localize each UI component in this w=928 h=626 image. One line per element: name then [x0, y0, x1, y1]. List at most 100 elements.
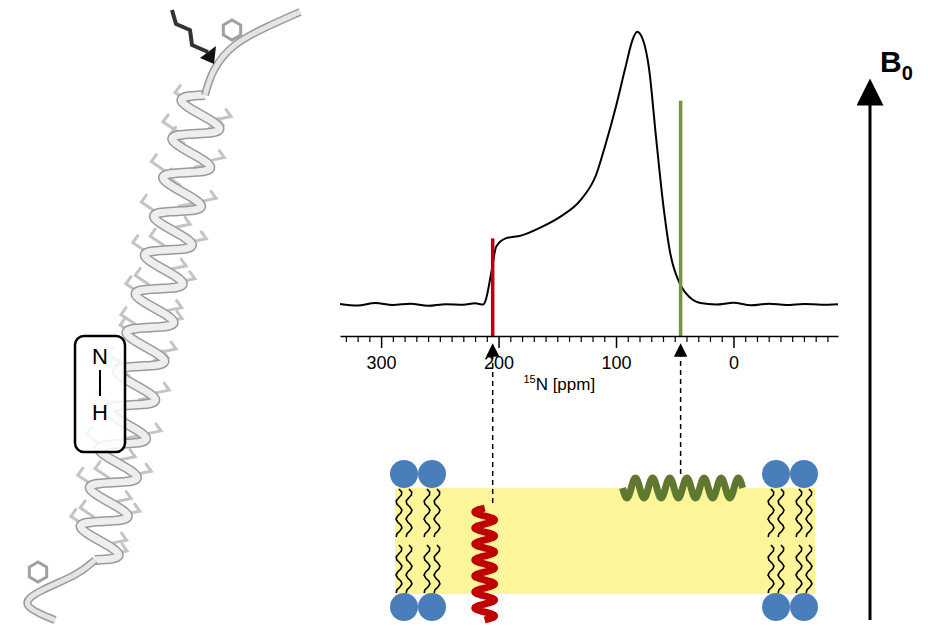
lipid-tail: [768, 545, 774, 593]
x-minor-tick: [346, 336, 347, 342]
x-tick-label: 100: [601, 353, 631, 373]
x-minor-tick: [569, 336, 570, 342]
x-minor-tick-mark: [522, 336, 523, 342]
x-axis-title-text: N [ppm]: [536, 375, 596, 394]
x-minor-tick: [393, 336, 394, 342]
lipid-tail: [796, 545, 802, 593]
x-tick-mark: [616, 336, 618, 348]
side-chain: [211, 151, 225, 161]
x-minor-tick-mark: [545, 336, 546, 342]
lipid-head: [790, 593, 818, 621]
transmembrane-helix: [475, 508, 495, 620]
x-minor-tick-mark: [534, 336, 535, 342]
x-minor-tick-mark: [592, 336, 593, 342]
x-minor-tick: [675, 336, 676, 342]
x-minor-tick-mark: [451, 336, 452, 342]
lipid-head: [762, 593, 790, 621]
side-chain: [172, 259, 186, 269]
helix-ribbon-outline: [81, 95, 220, 560]
x-minor-tick-mark: [440, 336, 441, 342]
lipid-tail: [396, 489, 402, 537]
x-minor-tick: [452, 336, 453, 342]
x-tick: 0: [729, 336, 739, 373]
x-tick-mark: [381, 336, 383, 348]
x-axis-line: [341, 336, 839, 338]
lipid-head: [418, 460, 446, 488]
x-tick: 100: [601, 336, 631, 373]
aromatic-ring: [29, 562, 46, 582]
x-minor-tick: [534, 336, 535, 342]
side-chain: [176, 217, 190, 227]
x-minor-tick-mark: [722, 336, 723, 342]
x-minor-tick-mark: [428, 336, 429, 342]
coil-outline: [205, 12, 300, 95]
field-arrow: [869, 92, 872, 620]
lipid-tail: [778, 489, 784, 537]
x-minor-tick: [745, 336, 746, 342]
x-minor-tick-mark: [651, 336, 652, 342]
lipid-head: [418, 593, 446, 621]
side-chain: [202, 191, 216, 201]
x-minor-tick: [792, 336, 793, 342]
x-minor-tick-mark: [710, 336, 711, 342]
x-axis-title-superscript: 15: [523, 373, 535, 385]
lipid-head: [390, 460, 418, 488]
x-minor-tick: [769, 336, 770, 342]
correlation-arrow: [680, 350, 682, 474]
x-axis: 3002001000: [341, 336, 839, 373]
orientation-marker: [491, 238, 495, 336]
lipid-tail: [434, 545, 440, 593]
x-tick-mark: [498, 336, 500, 348]
x-minor-tick: [827, 336, 828, 342]
x-minor-tick-mark: [804, 336, 805, 342]
x-tick-label: 0: [729, 353, 739, 373]
lipid-tail: [406, 489, 412, 537]
x-minor-tick-mark: [358, 336, 359, 342]
x-minor-tick-mark: [827, 336, 828, 342]
lipid-tail: [806, 545, 812, 593]
x-tick-mark: [733, 336, 735, 348]
field-subscript: 0: [902, 62, 913, 84]
x-minor-tick: [628, 336, 629, 342]
dark-segment: [200, 46, 216, 64]
x-minor-tick: [663, 336, 664, 342]
x-minor-tick: [780, 336, 781, 342]
atom-label: H: [92, 400, 108, 425]
side-chain: [150, 229, 164, 245]
side-chain: [162, 342, 176, 352]
x-minor-tick-mark: [475, 336, 476, 342]
x-tick-label: 200: [484, 353, 514, 373]
x-minor-tick-mark: [569, 336, 570, 342]
x-minor-tick-mark: [780, 336, 781, 342]
side-chain: [168, 301, 182, 311]
x-axis-title: 15N [ppm]: [523, 373, 595, 394]
x-minor-tick-mark: [346, 336, 347, 342]
x-minor-tick: [546, 336, 547, 342]
lipid-tail: [424, 489, 430, 537]
x-minor-tick: [710, 336, 711, 342]
atom-label: N: [92, 344, 108, 369]
lipid-tail: [806, 489, 812, 537]
x-minor-ticks: [346, 336, 828, 342]
field-symbol: B: [880, 45, 902, 78]
lipid-tail: [424, 545, 430, 593]
x-minor-tick: [581, 336, 582, 342]
nh-box: [75, 336, 125, 452]
x-minor-tick-mark: [816, 336, 817, 342]
x-tick: 200: [484, 336, 514, 373]
x-minor-tick: [816, 336, 817, 342]
x-minor-tick-mark: [604, 336, 605, 342]
side-chain: [156, 383, 170, 393]
x-minor-tick-mark: [628, 336, 629, 342]
x-minor-tick: [698, 336, 699, 342]
x-minor-tick: [369, 336, 370, 342]
lipid-tail: [434, 489, 440, 537]
x-minor-tick: [686, 336, 687, 342]
spectrum: [340, 32, 838, 306]
x-minor-tick: [487, 336, 488, 342]
nh-bond: [99, 370, 101, 396]
x-minor-tick-mark: [745, 336, 746, 342]
x-minor-tick-mark: [416, 336, 417, 342]
x-minor-tick: [440, 336, 441, 342]
lipid-tail: [406, 545, 412, 593]
